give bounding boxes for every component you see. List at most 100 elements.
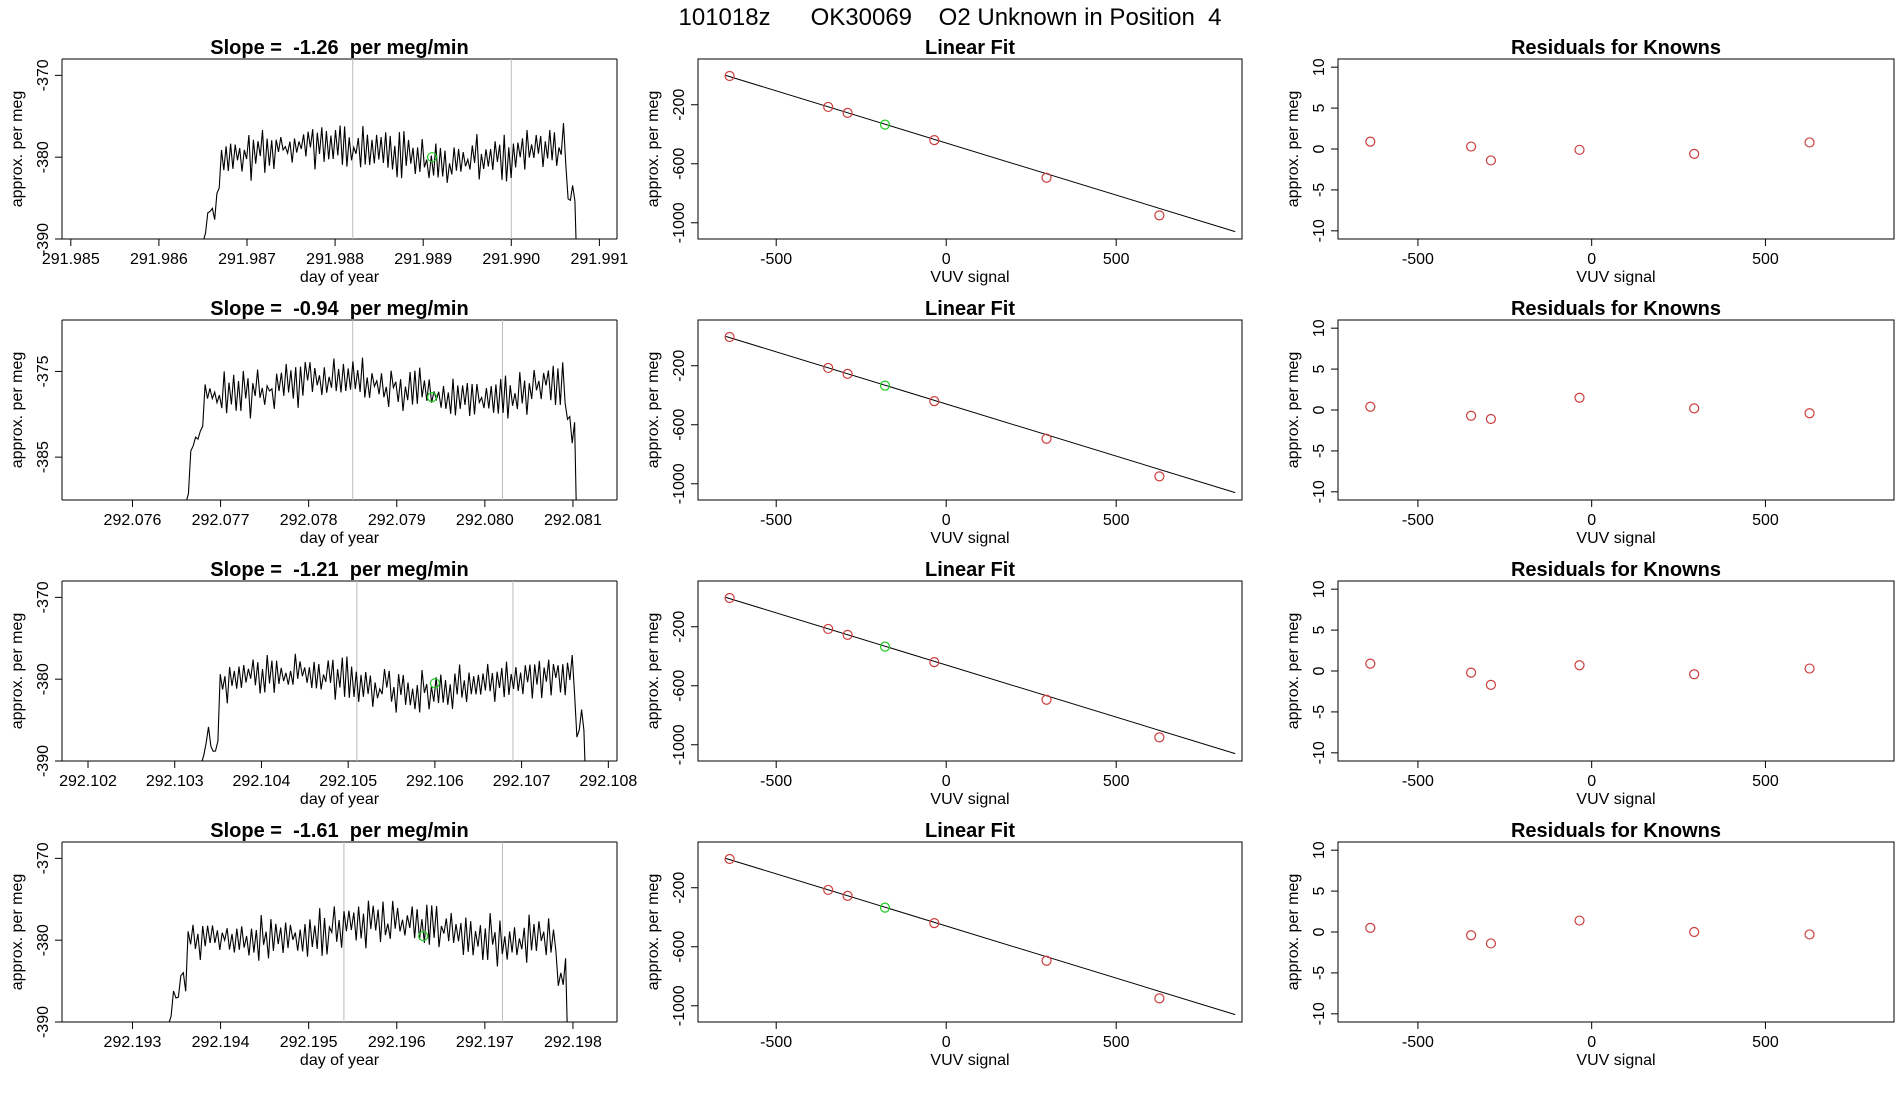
panel-title: Linear Fit: [925, 298, 1015, 320]
x-tick-label: -500: [1402, 773, 1434, 790]
x-tick-label: 291.985: [42, 251, 100, 268]
residual-point: [1689, 669, 1700, 680]
y-tick-label: 10: [1311, 580, 1328, 598]
panel-title: Linear Fit: [925, 37, 1015, 59]
unknown-point: [879, 641, 891, 652]
fit-line: [725, 596, 1236, 755]
x-tick-label: -500: [760, 1034, 792, 1051]
known-point: [823, 101, 834, 113]
residual-point: [1365, 401, 1376, 412]
y-tick-label: -375: [35, 355, 52, 387]
x-tick-label: -500: [760, 512, 792, 529]
x-tick-label: 292.079: [368, 512, 426, 529]
residual-point: [1574, 660, 1585, 671]
y-axis-label: approx. per meg: [645, 874, 662, 991]
x-tick-label: 292.106: [406, 773, 464, 790]
panel-4-scatter: Residuals for Knowns -500 0 500 10 5 0 -5 -10 VUV…: [1285, 820, 1895, 1069]
panel-3-line: Slope = -1.21 per meg/min 292.102 292.103 2…: [9, 559, 637, 808]
y-axis-label: approx. per meg: [1285, 613, 1302, 730]
y-axis-label: approx. per meg: [1285, 352, 1302, 469]
y-axis-label: approx. per meg: [9, 352, 26, 469]
residual-point: [1465, 667, 1477, 678]
residual-point: [1804, 137, 1815, 148]
y-tick-label: 10: [1311, 319, 1328, 337]
y-tick-label: -1000: [671, 202, 688, 243]
x-tick-label: 0: [1587, 251, 1596, 268]
y-tick-label: -1000: [671, 724, 688, 765]
x-tick-label: 500: [1103, 1034, 1130, 1051]
x-tick-label: 292.076: [104, 512, 162, 529]
plot-frame: [697, 58, 1243, 240]
y-tick-label: -385: [35, 441, 52, 473]
y-tick-label: 0: [1311, 405, 1328, 414]
residual-point: [1485, 679, 1497, 691]
residual-point: [1804, 663, 1815, 674]
panel-title: Slope = -0.94 per meg/min: [210, 298, 468, 320]
panel-2-scatter-fit: Linear Fit -500 0 500 -200 -600 -1000 VUV signa…: [645, 298, 1243, 547]
plot-frame: [1337, 58, 1895, 240]
fit-line: [725, 857, 1236, 1016]
known-point: [1041, 694, 1052, 705]
signal-trace: [203, 123, 577, 239]
x-tick-label: 291.987: [218, 251, 276, 268]
y-axis-label: approx. per meg: [9, 874, 26, 991]
y-tick-label: -390: [35, 223, 52, 255]
x-tick-label: -500: [760, 773, 792, 790]
x-axis-label: day of year: [300, 269, 380, 286]
y-tick-label: 0: [1311, 666, 1328, 675]
known-point: [1041, 172, 1052, 183]
y-axis-label: approx. per meg: [1285, 91, 1302, 208]
y-axis-label: approx. per meg: [9, 91, 26, 208]
known-point: [724, 331, 735, 343]
x-axis-label: VUV signal: [1576, 530, 1655, 547]
x-tick-label: 292.078: [280, 512, 338, 529]
x-axis-label: day of year: [300, 1052, 380, 1069]
x-axis-label: VUV signal: [930, 269, 1009, 286]
x-tick-label: -500: [1402, 251, 1434, 268]
panel-title: Residuals for Knowns: [1511, 820, 1721, 842]
x-tick-label: 292.194: [192, 1034, 250, 1051]
x-tick-label: 292.195: [280, 1034, 338, 1051]
known-point: [929, 396, 940, 407]
y-tick-label: -5: [1311, 183, 1328, 197]
panel-1-scatter: Residuals for Knowns -500 0 500 10 5 0 -5 -10 VUV…: [1285, 37, 1895, 286]
known-point: [1154, 471, 1165, 482]
residual-point: [1689, 926, 1700, 938]
x-tick-label: 0: [1587, 773, 1596, 790]
y-tick-label: 0: [1311, 144, 1328, 153]
x-tick-label: 291.990: [482, 251, 540, 268]
known-point: [1041, 955, 1052, 966]
x-tick-label: 292.102: [59, 773, 117, 790]
x-tick-label: 292.103: [146, 773, 204, 790]
known-point: [1154, 210, 1165, 221]
y-tick-label: -380: [35, 924, 52, 956]
residual-point: [1574, 392, 1585, 403]
unknown-point: [879, 902, 891, 913]
unknown-point: [879, 119, 891, 130]
known-point: [724, 592, 735, 604]
residual-point: [1485, 413, 1497, 425]
unknown-marker: [426, 152, 438, 163]
x-tick-label: 292.193: [104, 1034, 162, 1051]
known-point: [842, 368, 853, 379]
x-tick-label: 0: [1587, 1034, 1596, 1051]
y-tick-label: 5: [1311, 365, 1328, 374]
y-tick-label: -390: [35, 1006, 52, 1038]
y-tick-label: -600: [671, 148, 688, 180]
panel-title: Linear Fit: [925, 559, 1015, 581]
residual-point: [1485, 938, 1497, 949]
y-tick-label: -370: [35, 842, 52, 874]
y-tick-label: -380: [35, 663, 52, 695]
fit-line: [725, 335, 1236, 494]
y-tick-label: 5: [1311, 104, 1328, 113]
residual-point: [1365, 136, 1376, 147]
x-tick-label: 291.986: [130, 251, 188, 268]
x-tick-label: 292.108: [579, 773, 637, 790]
y-tick-label: -380: [35, 141, 52, 173]
residual-point: [1804, 929, 1815, 940]
known-point: [823, 623, 834, 635]
plot-frame: [1337, 841, 1895, 1023]
residual-point: [1465, 410, 1477, 421]
y-tick-label: -200: [671, 611, 688, 643]
